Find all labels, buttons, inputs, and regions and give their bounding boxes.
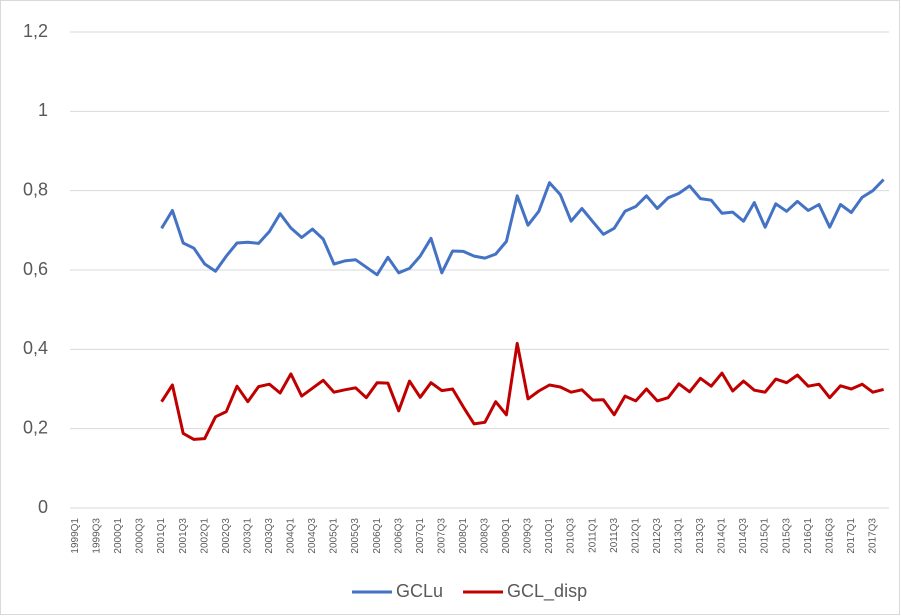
x-tick-label: 2001Q1 <box>156 518 167 554</box>
x-tick-label: 2005Q1 <box>329 518 340 554</box>
x-tick-label: 2014Q3 <box>738 518 749 554</box>
x-tick-label: 2000Q3 <box>135 518 146 554</box>
x-tick-label: 2012Q1 <box>630 518 641 554</box>
x-tick-label: 2008Q1 <box>458 518 469 554</box>
x-tick-label: 2009Q3 <box>523 518 534 554</box>
x-tick-label: 2010Q3 <box>566 518 577 554</box>
x-tick-label: 2016Q3 <box>824 518 835 554</box>
x-tick-label: 2003Q1 <box>242 518 253 554</box>
x-tick-label: 2006Q1 <box>372 518 383 554</box>
series-line <box>160 341 884 441</box>
x-tick-label: 2016Q1 <box>803 518 814 554</box>
y-tick-label: 1,2 <box>23 21 48 41</box>
x-tick-label: 2007Q3 <box>436 518 447 554</box>
y-tick-label: 0,8 <box>23 179 48 199</box>
y-tick-label: 0,4 <box>23 338 48 358</box>
y-tick-label: 0 <box>38 497 48 517</box>
x-tick-label: 2003Q3 <box>264 518 275 554</box>
x-tick-label: 2002Q3 <box>221 518 232 554</box>
x-tick-label: 1999Q1 <box>70 518 81 554</box>
x-tick-label: 2011Q3 <box>609 518 620 553</box>
x-tick-label: 2011Q1 <box>587 518 598 553</box>
x-tick-label: 2002Q1 <box>199 518 210 554</box>
y-tick-label: 0,2 <box>23 417 48 437</box>
x-tick-label: 2017Q1 <box>846 518 857 554</box>
x-tick-label: 2017Q3 <box>867 518 878 554</box>
x-tick-label: 2004Q1 <box>286 518 297 554</box>
x-tick-label: 2001Q3 <box>178 518 189 554</box>
series-line <box>160 178 885 277</box>
legend-label: GCLu <box>396 581 443 601</box>
x-tick-label: 2013Q1 <box>674 518 685 554</box>
x-tick-label: 2007Q1 <box>415 518 426 554</box>
x-tick-label: 2008Q3 <box>480 518 491 554</box>
x-tick-label: 2009Q1 <box>501 518 512 554</box>
x-tick-label: 2005Q3 <box>350 518 361 554</box>
x-tick-label: 2014Q1 <box>717 518 728 554</box>
x-tick-label: 2013Q3 <box>695 518 706 554</box>
x-tick-label: 2015Q3 <box>781 518 792 554</box>
x-tick-label: 2000Q1 <box>113 518 124 554</box>
y-tick-label: 0,6 <box>23 259 48 279</box>
y-tick-label: 1 <box>38 100 48 120</box>
legend-label: GCL_disp <box>507 581 587 602</box>
x-tick-label: 1999Q3 <box>92 518 103 554</box>
x-tick-label: 2012Q3 <box>652 518 663 554</box>
x-tick-label: 2015Q1 <box>760 518 771 554</box>
x-tick-label: 2010Q1 <box>544 518 555 554</box>
x-tick-label: 2004Q3 <box>307 518 318 554</box>
x-tick-label: 2006Q3 <box>393 518 404 554</box>
